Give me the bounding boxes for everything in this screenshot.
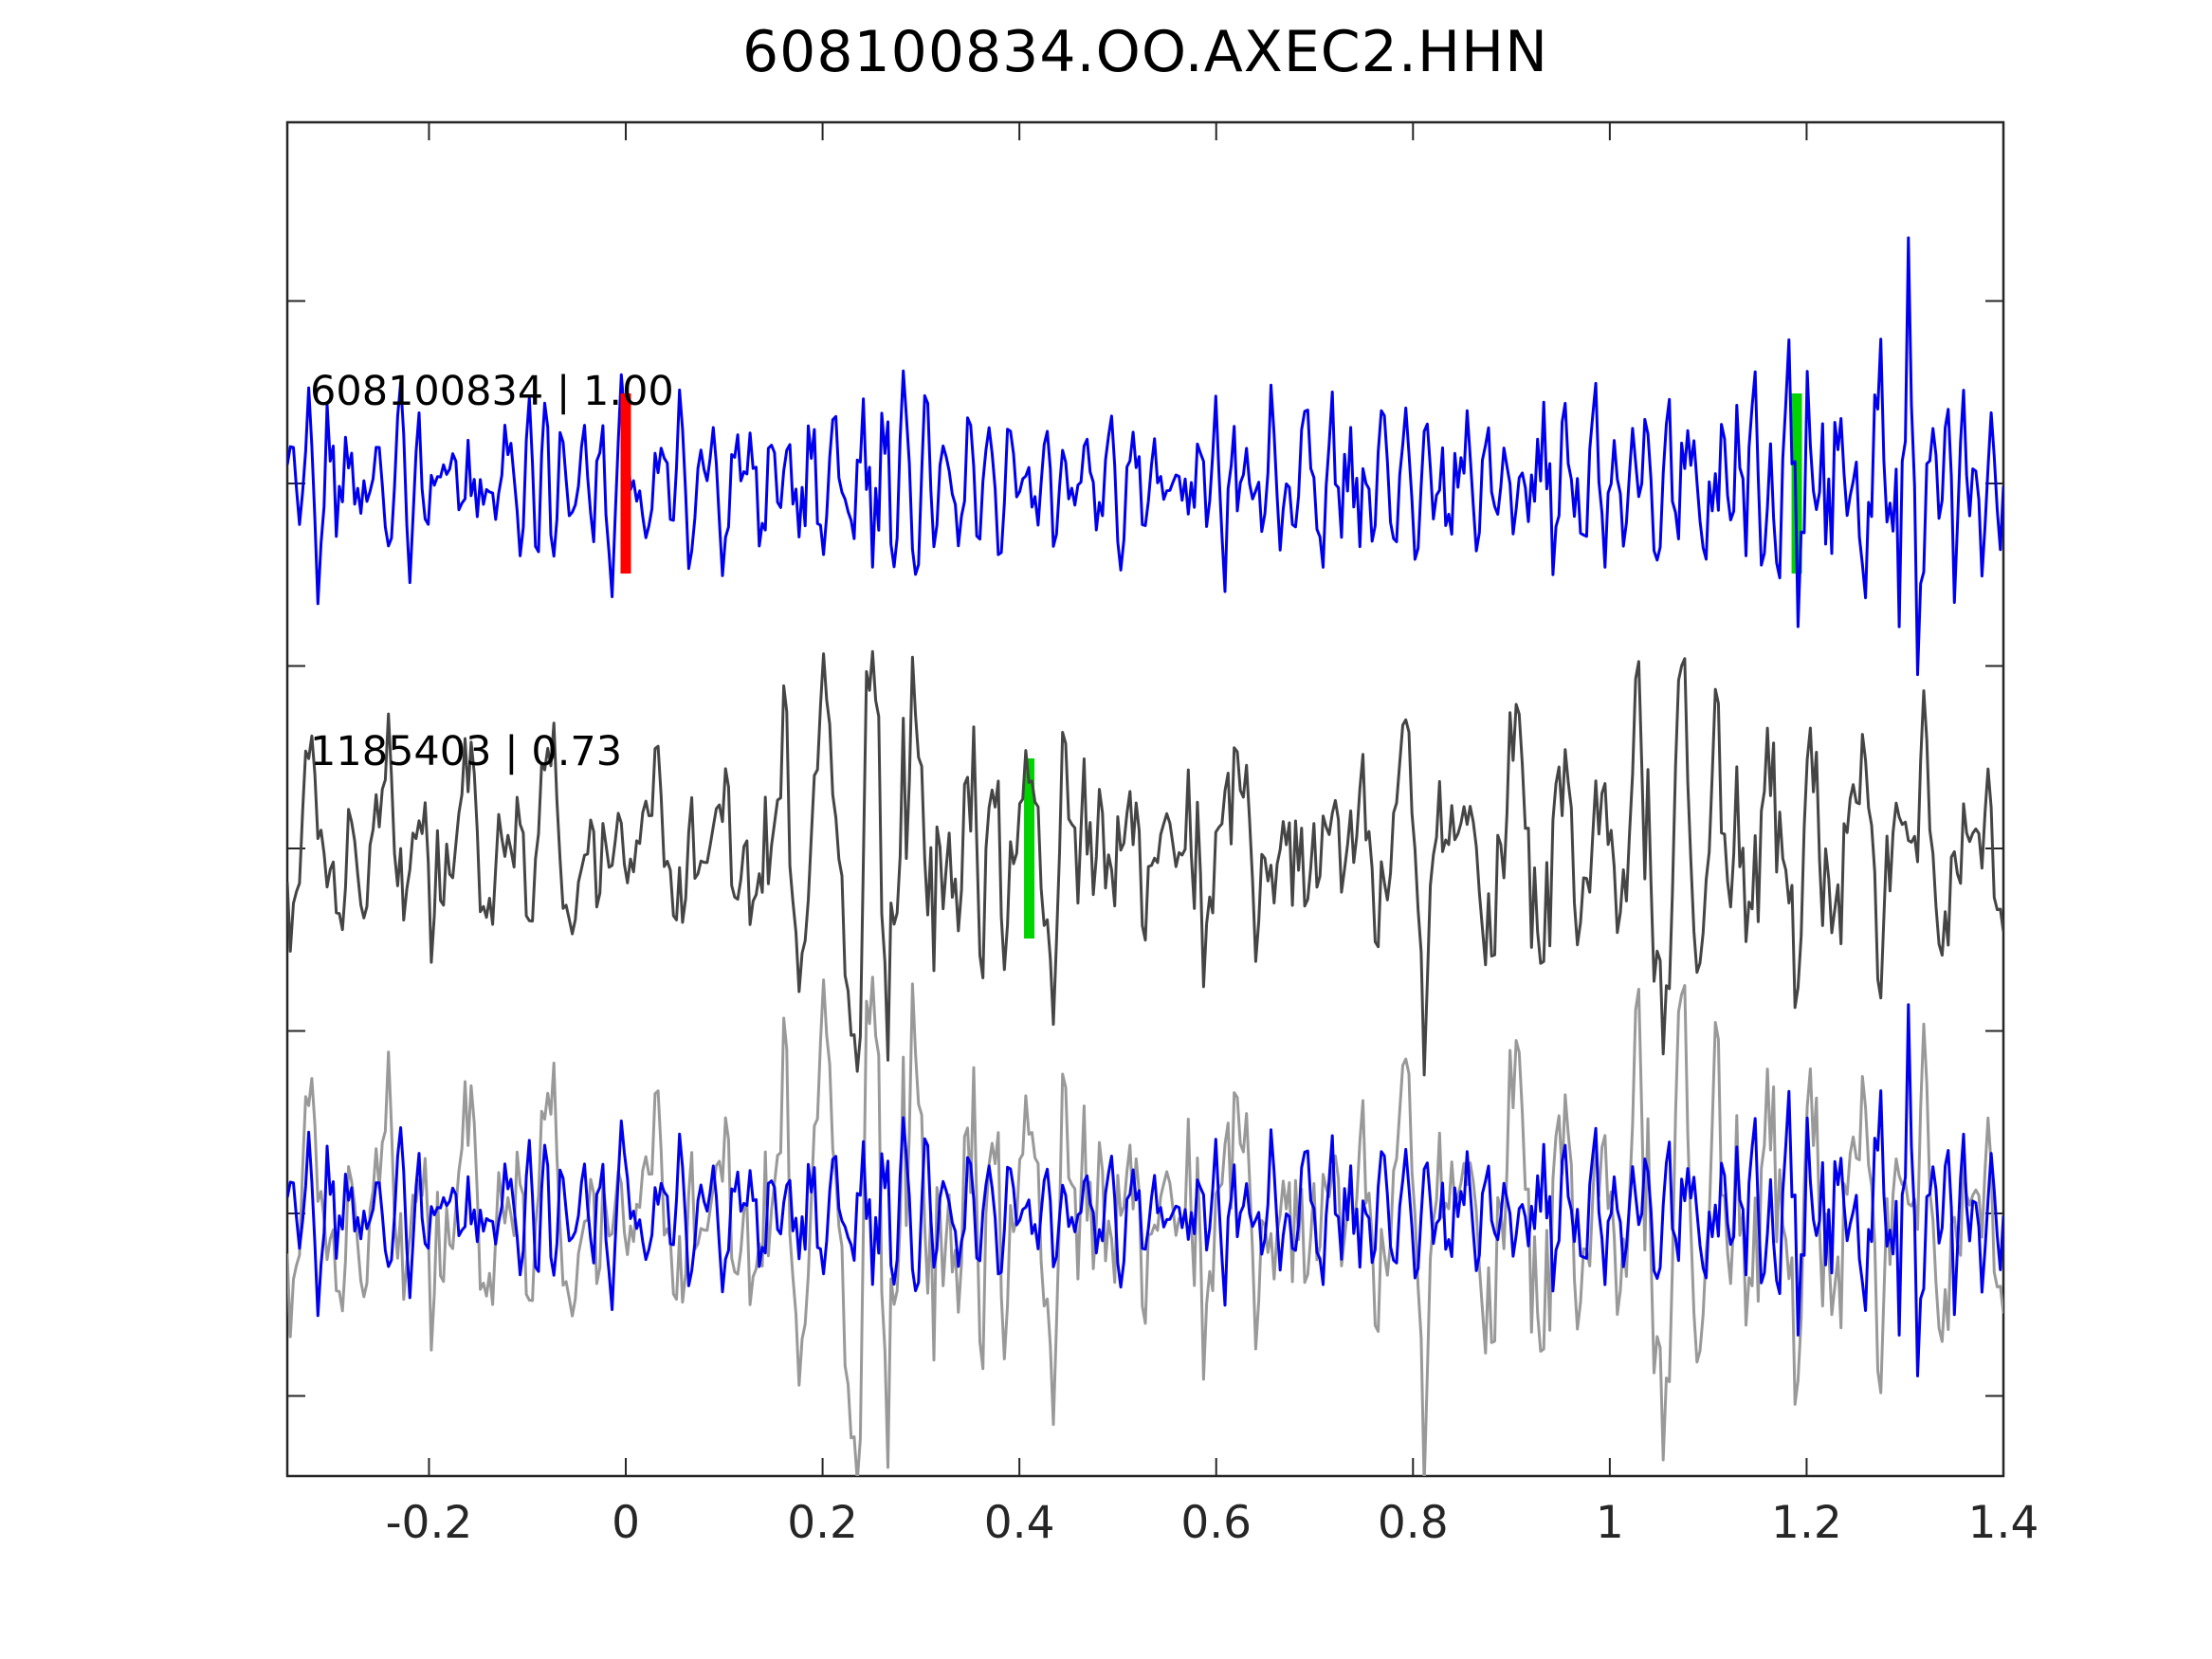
waveform-traces <box>287 236 2003 1476</box>
x-tick-label: 0.2 <box>787 1497 858 1549</box>
x-tick-label: 1.2 <box>1771 1497 1842 1549</box>
overlay-trace-608100834 <box>287 1003 2003 1377</box>
x-tick-label: 0.8 <box>1377 1497 1449 1549</box>
x-tick-label: 0 <box>612 1497 640 1549</box>
x-tick-label: 0.6 <box>1180 1497 1252 1549</box>
plot-border <box>285 120 2005 1478</box>
x-tick-label: -0.2 <box>385 1497 473 1549</box>
overlay-trace-1185403 <box>287 975 2003 1476</box>
x-tick-label: 0.4 <box>983 1497 1055 1549</box>
trace1-event-label: 608100834 | 1.00 <box>310 368 674 415</box>
x-tick-label: 1.4 <box>1967 1497 2039 1549</box>
x-tick-label: 1 <box>1595 1497 1624 1549</box>
trace-608100834 <box>287 236 2003 677</box>
trace-1185403 <box>287 649 2003 1077</box>
chart-title: 608100834.OO.AXEC2.HHN <box>741 19 1549 85</box>
trace2-event-label: 1185403 | 0.73 <box>310 728 623 775</box>
